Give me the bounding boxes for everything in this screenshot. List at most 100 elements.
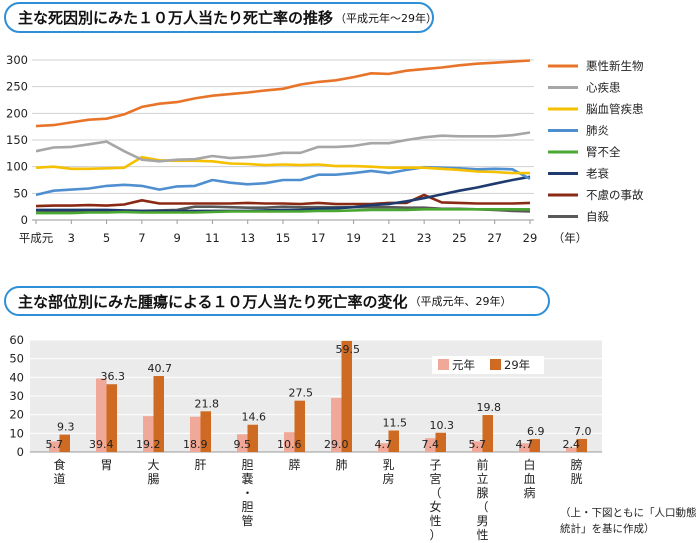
y-tick-label: 40 bbox=[9, 370, 24, 384]
chart2-y-axis: 0 10 20 30 40 50 60 bbox=[9, 333, 24, 459]
bar-29nen bbox=[576, 438, 587, 452]
x-tick-label: 9 bbox=[173, 231, 180, 245]
y-tick-label: 50 bbox=[13, 186, 28, 200]
y-tick-label: 50 bbox=[9, 352, 24, 366]
data-label-gannen: 29.0 bbox=[324, 438, 349, 451]
bar-gannen bbox=[425, 438, 436, 452]
chart1-title-box: 主な死因別にみた１０万人当たり死亡率の推移 （平成元年～29年） bbox=[4, 2, 437, 33]
legend-label: 悪性新生物 bbox=[586, 59, 644, 73]
category-label-char: 肝 bbox=[194, 458, 206, 472]
bar-gannen bbox=[96, 378, 107, 452]
category-label-char: 性 bbox=[429, 514, 441, 528]
x-tick-label: 21 bbox=[382, 231, 397, 245]
x-tick-label: 25 bbox=[452, 231, 467, 245]
legend-label: 肺炎 bbox=[586, 124, 609, 138]
y-tick-label: 300 bbox=[6, 53, 28, 67]
bar-29nen bbox=[388, 430, 399, 452]
x-tick-label: 11 bbox=[205, 231, 220, 245]
bar-29nen bbox=[294, 400, 305, 452]
data-label-gannen: 7.4 bbox=[422, 438, 440, 451]
bar-29nen bbox=[341, 340, 352, 452]
bar-29nen bbox=[435, 432, 446, 452]
chart2-legend: 元年 29年 bbox=[432, 356, 544, 374]
legend-label: 元年 bbox=[452, 358, 475, 372]
chart2-bars bbox=[49, 340, 587, 452]
data-label-29nen: 40.7 bbox=[148, 362, 173, 375]
bar-gannen bbox=[143, 416, 154, 452]
category-label-char: 胆 bbox=[241, 500, 253, 514]
y-tick-label: 200 bbox=[6, 106, 28, 120]
legend-box bbox=[432, 356, 544, 374]
chart2-title-box: 主な部位別にみた腫瘍による１０万人当たり死亡率の変化 （平成元年、29年） bbox=[4, 286, 550, 316]
x-tick-label: 5 bbox=[103, 231, 110, 245]
data-label-29nen: 19.8 bbox=[477, 401, 502, 414]
series-line bbox=[36, 175, 531, 213]
chart2-grid bbox=[30, 339, 602, 453]
category-label-char: 血 bbox=[523, 472, 535, 486]
data-label-gannen: 39.4 bbox=[89, 438, 114, 451]
y-tick-label: 100 bbox=[6, 160, 28, 174]
category-label-char: 病 bbox=[523, 485, 535, 500]
data-label-29nen: 7.0 bbox=[574, 425, 592, 438]
x-tick-label: 19 bbox=[346, 231, 361, 245]
data-label-gannen: 5.7 bbox=[46, 438, 64, 451]
category-label-char: 白 bbox=[523, 457, 535, 472]
x-tick-label: 7 bbox=[138, 231, 145, 245]
x-tick-label: 27 bbox=[487, 231, 502, 245]
legend-swatch bbox=[438, 359, 449, 370]
series-line bbox=[35, 131, 531, 163]
bar-29nen bbox=[153, 376, 164, 452]
footnote-line-2: 統計」を基に作成） bbox=[560, 523, 655, 535]
data-label-29nen: 36.3 bbox=[101, 370, 126, 383]
series-line bbox=[36, 208, 530, 215]
data-label-gannen: 4.7 bbox=[375, 438, 393, 451]
data-label-gannen: 5.7 bbox=[469, 438, 487, 451]
x-unit-label: （年） bbox=[553, 231, 588, 245]
bar-gannen bbox=[284, 432, 295, 452]
bar-gannen bbox=[190, 416, 201, 452]
data-label-29nen: 6.9 bbox=[527, 425, 545, 438]
series-line bbox=[35, 59, 531, 128]
legend-label: 自殺 bbox=[586, 210, 609, 224]
category-label-char: 嚢 bbox=[241, 471, 253, 486]
category-label-char: 腸 bbox=[147, 472, 159, 486]
bar-29nen bbox=[529, 439, 540, 452]
category-label-char: 膀 bbox=[570, 457, 582, 472]
data-label-29nen: 10.3 bbox=[430, 419, 455, 432]
x-tick-label: 平成元 bbox=[19, 231, 54, 245]
category-label-char: 宮 bbox=[429, 471, 441, 486]
chart1-x-axis: 平成元 3 5 7 9 11 13 15 17 19 21 23 25 27 29 （年） bbox=[19, 220, 588, 245]
footnote: （上・下図ともに「人口動態 統計」を基に作成） bbox=[560, 505, 697, 537]
legend-label: 不慮の事故 bbox=[586, 188, 644, 202]
category-label-char: 乳 bbox=[382, 458, 394, 472]
chart1-grid bbox=[32, 59, 534, 221]
data-label-gannen: 18.9 bbox=[183, 438, 208, 451]
chart1-series bbox=[35, 59, 531, 215]
y-tick-label: 30 bbox=[9, 389, 24, 403]
bar-gannen bbox=[472, 441, 483, 452]
y-tick-label: 10 bbox=[9, 426, 24, 440]
chart1-y-axis: 0 50 100 150 200 250 300 bbox=[6, 53, 28, 227]
category-label-char: 性 bbox=[476, 528, 488, 542]
data-label-gannen: 9.5 bbox=[234, 438, 252, 451]
line-chart: 0 50 100 150 200 250 300 平成元 3 5 7 9 11 13 15 17 19 21 23… bbox=[6, 53, 644, 245]
category-label-char: 胱 bbox=[570, 471, 582, 486]
data-label-gannen: 2.4 bbox=[563, 438, 581, 451]
category-label-char: 膵 bbox=[288, 458, 300, 472]
legend-swatch bbox=[490, 359, 501, 370]
data-label-29nen: 9.3 bbox=[57, 421, 75, 434]
category-label-char: 胃 bbox=[100, 458, 112, 472]
bar-gannen bbox=[378, 443, 389, 452]
x-tick-label: 29 bbox=[523, 231, 538, 245]
series-line bbox=[35, 193, 531, 208]
bar-gannen bbox=[566, 447, 577, 452]
data-label-gannen: 10.6 bbox=[277, 438, 302, 451]
legend-label: 脳血管疾患 bbox=[586, 102, 644, 116]
category-label-char: 女 bbox=[429, 499, 441, 514]
category-label-char: ・ bbox=[241, 486, 253, 500]
bar-gannen bbox=[237, 434, 248, 452]
data-label-29nen: 27.5 bbox=[289, 387, 314, 400]
category-label-char: 房 bbox=[382, 471, 394, 486]
legend-label: 心疾患 bbox=[586, 81, 621, 95]
category-label-char: 男 bbox=[476, 514, 488, 528]
